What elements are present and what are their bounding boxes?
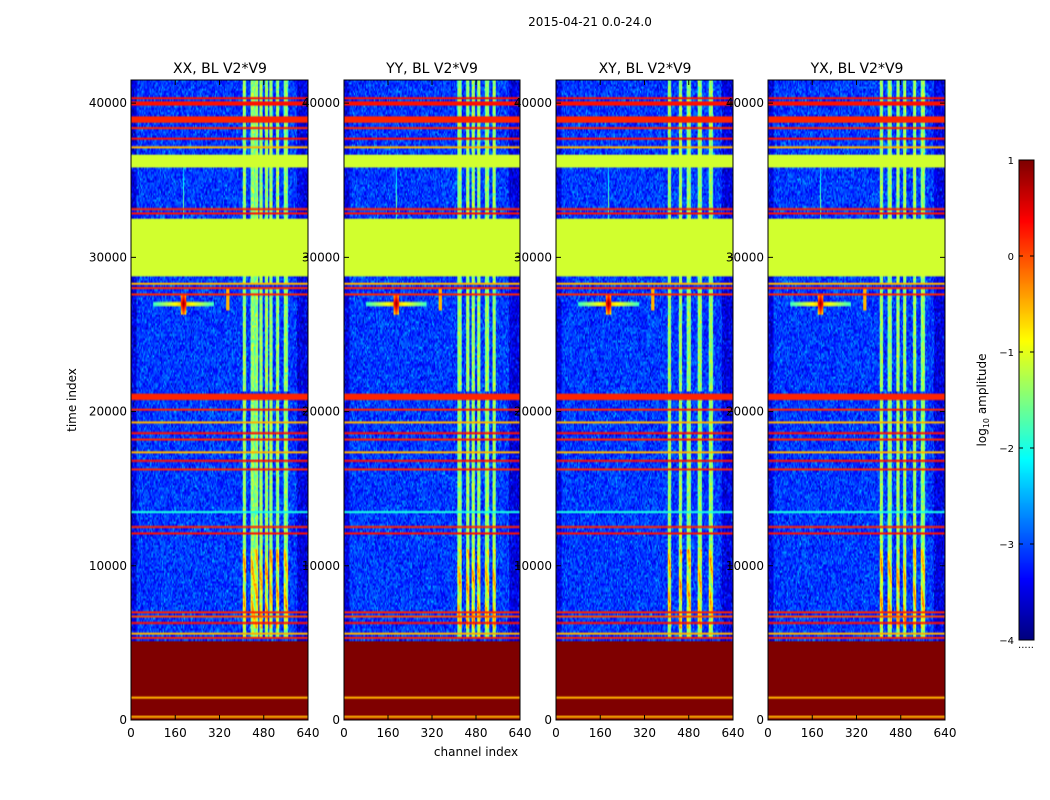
subplot-title: YX, BL V2*V9 [810, 61, 904, 77]
colorbar-dots: ..... [1018, 640, 1034, 651]
colorbar-tick-label: −4 [999, 636, 1014, 647]
y-tick-label: 20000 [302, 405, 340, 419]
y-tick-label: 10000 [514, 559, 552, 573]
colorbar-label-log: log [975, 428, 989, 446]
heatmap-image [768, 80, 945, 720]
y-ticks: 0 10000 20000 30000 40000 [726, 96, 945, 727]
y-tick-label: 40000 [302, 96, 340, 110]
x-ticks: 0 160 320 480 640 [127, 80, 319, 740]
x-tick-label: 0 [764, 726, 772, 740]
figure-suptitle: 2015-04-21 0.0-24.0 [528, 15, 652, 29]
y-tick-label: 30000 [302, 250, 340, 264]
y-tick-label: 10000 [302, 559, 340, 573]
y-tick-label: 10000 [89, 559, 127, 573]
y-tick-label: 30000 [726, 250, 764, 264]
x-tick-label: 320 [633, 726, 656, 740]
subplot-3: XY, BL V2*V9 0 160 320 480 640 0 10000 20000 30… [514, 61, 745, 740]
y-ticks: 0 10000 20000 30000 40000 [89, 96, 308, 727]
y-ticks: 0 10000 20000 30000 40000 [514, 96, 733, 727]
colorbar-frame [1018, 159, 1035, 641]
heatmap-image [131, 80, 308, 720]
y-tick-label: 0 [756, 713, 764, 727]
x-tick-label: 640 [934, 726, 957, 740]
x-tick-label: 640 [722, 726, 745, 740]
x-tick-label: 480 [677, 726, 700, 740]
colorbar-ticks: 1 0 −1 −2 −3 −4 [999, 156, 1034, 647]
y-tick-label: 40000 [726, 96, 764, 110]
colorbar-tick-label: −3 [999, 540, 1014, 551]
x-axis-label: channel index [434, 745, 518, 759]
x-tick-label: 0 [340, 726, 348, 740]
y-tick-label: 0 [332, 713, 340, 727]
colorbar-label-sub: 10 [982, 418, 991, 428]
x-tick-label: 640 [509, 726, 532, 740]
colorbar-tick-label: 0 [1008, 252, 1014, 263]
x-ticks: 0 160 320 480 640 [552, 80, 744, 740]
x-ticks: 0 160 320 480 640 [764, 80, 956, 740]
x-tick-label: 320 [208, 726, 231, 740]
x-tick-label: 160 [801, 726, 824, 740]
x-tick-label: 640 [297, 726, 320, 740]
y-tick-label: 10000 [726, 559, 764, 573]
y-tick-label: 30000 [89, 250, 127, 264]
x-ticks: 0 160 320 480 640 [340, 80, 531, 740]
subplot-title: XX, BL V2*V9 [173, 61, 267, 77]
x-tick-label: 160 [377, 726, 400, 740]
subplot-title: YY, BL V2*V9 [385, 61, 478, 77]
x-tick-label: 0 [552, 726, 560, 740]
colorbar-tick-label: −2 [999, 444, 1014, 455]
y-tick-label: 30000 [514, 250, 552, 264]
colorbar-tick-label: 1 [1008, 156, 1014, 167]
heatmap-image [556, 80, 733, 720]
y-tick-label: 20000 [726, 405, 764, 419]
colorbar: 10−1−2−3−4 ..... log10 amplitude [975, 156, 1035, 651]
subplot-title: XY, BL V2*V9 [599, 61, 692, 77]
subplot-1: XX, BL V2*V9 0 160 320 480 640 0 10000 20000 30… [89, 61, 320, 740]
colorbar-tick-label: −1 [999, 348, 1014, 359]
y-tick-label: 40000 [89, 96, 127, 110]
x-tick-label: 0 [127, 726, 135, 740]
y-axis-label: time index [65, 368, 79, 432]
x-tick-label: 480 [252, 726, 275, 740]
y-tick-label: 20000 [89, 405, 127, 419]
x-tick-label: 480 [889, 726, 912, 740]
subplot-2: YY, BL V2*V9 0 160 320 480 640 0 10000 20000 30… [302, 61, 532, 740]
y-tick-label: 40000 [514, 96, 552, 110]
x-tick-label: 480 [465, 726, 488, 740]
subplot-4: YX, BL V2*V9 0 160 320 480 640 0 10000 20000 30… [726, 61, 957, 740]
x-tick-label: 320 [421, 726, 444, 740]
y-tick-label: 20000 [514, 405, 552, 419]
y-ticks: 0 10000 20000 30000 40000 [302, 96, 520, 727]
x-tick-label: 160 [589, 726, 612, 740]
colorbar-label-rest: amplitude [975, 354, 989, 418]
y-tick-label: 0 [544, 713, 552, 727]
heatmap-image [344, 80, 520, 720]
y-tick-label: 0 [119, 713, 127, 727]
colorbar-label: log10 amplitude [975, 354, 991, 447]
x-tick-label: 320 [845, 726, 868, 740]
colorbar-image [1019, 160, 1034, 640]
x-tick-label: 160 [164, 726, 187, 740]
